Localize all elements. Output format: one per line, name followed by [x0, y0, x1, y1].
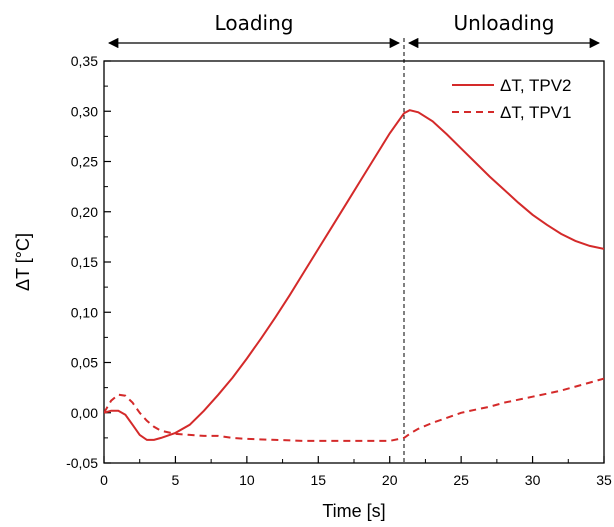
x-tick-label: 20: [382, 472, 398, 488]
x-axis-label: Time [s]: [322, 501, 385, 521]
y-tick-labels: -0,05 0,00 0,05 0,10 0,15 0,20 0,25 0,30 0,35: [66, 53, 98, 471]
series-tpv1-line: [104, 377, 604, 442]
x-tick-label: 25: [453, 472, 469, 488]
legend-label-tpv1: ΔT, TPV1: [500, 103, 572, 122]
y-tick-label: 0,00: [71, 405, 98, 421]
unloading-label: Unloading: [454, 11, 555, 35]
axis-ticks: [103, 60, 605, 464]
x-tick-label: 35: [596, 472, 612, 488]
y-tick-label: 0,35: [71, 53, 98, 69]
legend: ΔT, TPV2 ΔT, TPV1: [452, 76, 572, 122]
x-tick-label: 30: [525, 472, 541, 488]
y-tick-label: 0,10: [71, 304, 98, 320]
y-tick-label: 0,30: [71, 103, 98, 119]
x-tick-label: 5: [172, 472, 180, 488]
y-tick-label: 0,15: [71, 254, 98, 270]
x-tick-label: 15: [310, 472, 326, 488]
y-tick-label: 0,05: [71, 355, 98, 371]
x-tick-labels: 0 5 10 15 20 25 30 35: [100, 472, 612, 488]
x-tick-label: 0: [100, 472, 108, 488]
x-tick-label: 10: [239, 472, 255, 488]
series-tpv2-line: [104, 109, 604, 441]
y-axis-label: ΔT [°C]: [13, 233, 33, 291]
loading-label: Loading: [215, 11, 294, 35]
y-tick-label: 0,25: [71, 154, 98, 170]
y-tick-label: -0,05: [66, 455, 98, 471]
legend-label-tpv2: ΔT, TPV2: [500, 76, 572, 95]
y-tick-label: 0,20: [71, 204, 98, 220]
